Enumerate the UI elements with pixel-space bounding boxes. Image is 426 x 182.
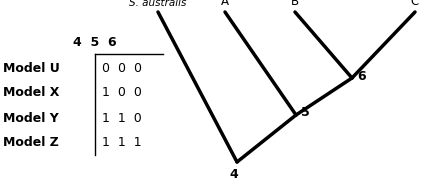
Text: Model Z: Model Z <box>3 136 59 149</box>
Text: A: A <box>221 0 228 8</box>
Text: Model X: Model X <box>3 86 59 100</box>
Text: 1  1  1: 1 1 1 <box>102 136 141 149</box>
Text: Model U: Model U <box>3 62 60 74</box>
Text: 4: 4 <box>229 168 238 181</box>
Text: B: B <box>290 0 298 8</box>
Text: 6: 6 <box>356 70 365 82</box>
Text: 4  5  6: 4 5 6 <box>73 35 117 48</box>
Text: S. australis: S. australis <box>129 0 186 8</box>
Text: Model Y: Model Y <box>3 112 59 124</box>
Text: C: C <box>410 0 418 8</box>
Text: 1  0  0: 1 0 0 <box>102 86 141 100</box>
Text: 5: 5 <box>300 106 309 120</box>
Text: 0  0  0: 0 0 0 <box>102 62 142 74</box>
Text: 1  1  0: 1 1 0 <box>102 112 141 124</box>
